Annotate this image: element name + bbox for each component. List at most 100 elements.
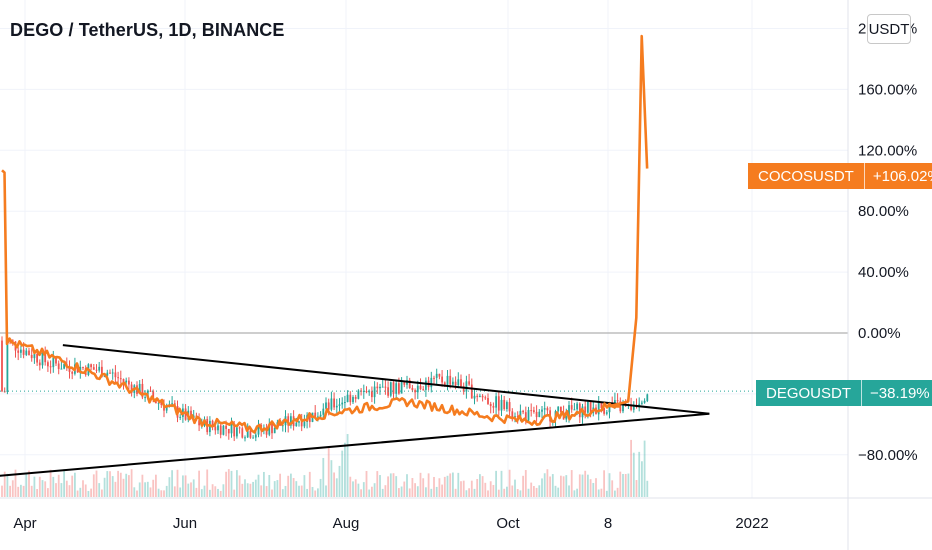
- candle-body: [457, 379, 460, 386]
- candle-body: [422, 389, 425, 391]
- currency-button[interactable]: USDT: [867, 14, 911, 44]
- candle-body: [101, 366, 103, 377]
- candle-body: [506, 402, 508, 410]
- volume-bar: [527, 488, 530, 497]
- volume-bar: [6, 473, 9, 497]
- candle-body: [157, 402, 160, 404]
- volume-bar: [481, 476, 484, 497]
- volume-bar: [514, 479, 516, 497]
- volume-bar: [133, 487, 136, 497]
- candle-body: [33, 353, 36, 359]
- volume-bars: [1, 434, 649, 497]
- series-lines: [1, 34, 649, 434]
- volume-bar: [111, 476, 114, 497]
- volume-bar: [155, 474, 157, 497]
- volume-bar: [630, 439, 632, 497]
- volume-bar: [616, 487, 619, 497]
- candle-body: [573, 409, 576, 411]
- candle-body: [376, 386, 379, 389]
- volume-bar: [611, 480, 614, 497]
- candle-body: [52, 357, 55, 368]
- volume-bar: [230, 470, 233, 497]
- volume-bar: [368, 489, 371, 497]
- candle-body: [290, 416, 292, 426]
- volume-bar: [632, 452, 635, 497]
- volume-bar: [627, 473, 630, 497]
- volume-bar: [14, 469, 17, 497]
- candle-body: [371, 391, 373, 398]
- candle-body: [71, 371, 74, 374]
- volume-bar: [392, 473, 395, 497]
- cocos-tag-value: +106.02%: [863, 163, 932, 189]
- volume-bar: [109, 471, 111, 497]
- candle-body: [398, 383, 400, 394]
- volume-bar: [20, 484, 22, 497]
- dego-price-tag: DEGOUSDT −38.19%: [756, 380, 932, 406]
- candle-body: [111, 372, 114, 374]
- candle-body: [28, 350, 30, 355]
- candle-body: [244, 437, 246, 439]
- volume-bar: [300, 485, 303, 497]
- volume-bar: [570, 470, 573, 497]
- volume-bar: [284, 485, 287, 497]
- volume-bar: [519, 490, 522, 497]
- volume-bar: [338, 465, 341, 497]
- volume-bar: [371, 486, 373, 497]
- candle-body: [484, 397, 487, 399]
- volume-bar: [619, 471, 622, 497]
- reference-lines: [0, 332, 848, 392]
- volume-bar: [160, 490, 163, 497]
- candle-body: [481, 395, 484, 398]
- candle-body: [38, 362, 41, 366]
- candle-body: [541, 409, 543, 412]
- candle-body: [25, 350, 28, 355]
- candle-body: [114, 372, 117, 378]
- volume-bar: [241, 483, 244, 497]
- volume-bar: [33, 476, 36, 497]
- volume-bar: [365, 470, 368, 497]
- candle-body: [616, 400, 619, 402]
- candle-body: [119, 378, 122, 380]
- candle-body: [179, 416, 182, 418]
- trendline: [0, 412, 710, 477]
- volume-bar: [635, 480, 638, 497]
- volume-bar: [414, 483, 416, 497]
- candle-body: [144, 397, 146, 399]
- volume-bar: [117, 470, 119, 497]
- candle-body: [632, 405, 635, 410]
- volume-bar: [206, 469, 209, 497]
- volume-bar: [279, 473, 281, 497]
- volume-bar: [276, 480, 279, 497]
- volume-bar: [101, 489, 103, 497]
- candle-body: [354, 397, 357, 399]
- candle-body: [300, 421, 303, 427]
- x-tick-label: Oct: [496, 515, 520, 532]
- volume-bar: [433, 476, 435, 497]
- volume-bar: [457, 472, 460, 497]
- x-tick-label: Jun: [173, 515, 197, 532]
- volume-bar: [578, 474, 581, 497]
- candle-body: [160, 402, 163, 405]
- volume-bar: [44, 481, 47, 497]
- volume-bar: [11, 480, 14, 497]
- candle-body: [60, 368, 63, 370]
- volume-bar: [638, 451, 641, 497]
- volume-bar: [641, 461, 643, 497]
- volume-bar: [427, 473, 430, 497]
- volume-bar: [217, 488, 219, 497]
- volume-bar: [149, 487, 152, 497]
- candle-body: [384, 386, 387, 388]
- candle-body: [446, 375, 449, 385]
- candle-body: [252, 437, 254, 439]
- candle-body: [468, 381, 470, 385]
- volume-bar: [608, 473, 611, 497]
- volume-bar: [184, 475, 187, 497]
- volume-bar: [225, 471, 227, 497]
- candle-body: [128, 380, 130, 385]
- volume-bar: [484, 482, 487, 497]
- volume-bar: [254, 479, 257, 497]
- candle-body: [487, 398, 489, 404]
- candle-body: [522, 410, 524, 413]
- volume-bar: [246, 483, 249, 497]
